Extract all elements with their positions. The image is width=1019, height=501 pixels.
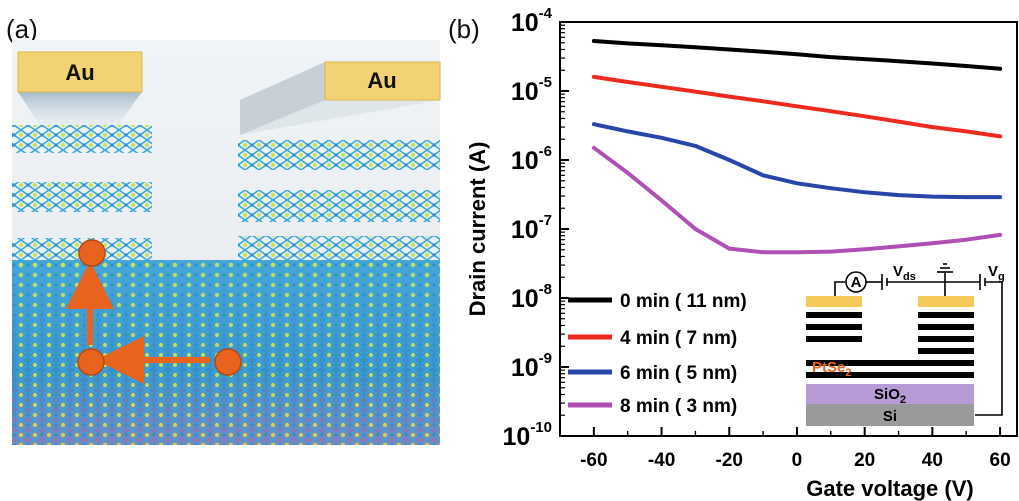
- y-tick-label: 10-8: [511, 281, 552, 313]
- x-tick-label: 0: [792, 450, 803, 471]
- series-line-2: [591, 122, 1003, 200]
- panel-a-device-schematic: (a) Au Au: [6, 14, 441, 445]
- circuit-wire: [834, 281, 845, 298]
- legend-label-4-min: 4 min ( 7 nm): [620, 328, 737, 349]
- inset-contact-left: [806, 296, 862, 307]
- series-line-1: [591, 74, 1003, 139]
- x-axis-title: Gate voltage (V): [806, 476, 973, 501]
- panel-a-label: (a): [6, 14, 38, 44]
- right-layer-stack: [238, 140, 440, 266]
- y-tick-label: 10-4: [511, 5, 553, 37]
- y-tick-label: 10-7: [511, 212, 552, 244]
- vg-label: Vg: [988, 263, 1005, 283]
- inset-device-schematic: A Vds Vg: [806, 263, 1005, 426]
- x-tick-label: -20: [716, 450, 743, 471]
- legend: 0 min ( 11 nm) 4 min ( 7 nm) 6 min ( 5 n…: [568, 291, 747, 417]
- sio2-label: SiO2: [874, 386, 906, 406]
- x-tick-label: 60: [990, 450, 1011, 471]
- y-axis-title: Drain current (A): [465, 142, 490, 317]
- legend-label-6-min: 6 min ( 5 nm): [620, 363, 737, 384]
- y-tick-label: 10-9: [511, 350, 552, 382]
- series-line-3: [591, 145, 1003, 255]
- carrier-path: [66, 239, 242, 384]
- x-tick-label: -60: [580, 450, 607, 471]
- x-tick-label: 40: [922, 450, 943, 471]
- series-line-0: [591, 39, 1003, 71]
- data-series: [591, 39, 1003, 255]
- x-tick-label: 20: [854, 450, 875, 471]
- carrier-dot: [78, 239, 106, 267]
- y-tick-label: 10-10: [503, 419, 553, 451]
- inset-layer-stacks: [806, 312, 974, 378]
- sio2-layer: [806, 384, 974, 404]
- carrier-dot: [214, 348, 242, 376]
- si-label: Si: [883, 408, 897, 425]
- inset-contact-right: [918, 296, 974, 307]
- ptse2-label: PtSe2: [812, 359, 851, 379]
- left-au-label: Au: [65, 60, 94, 85]
- carrier-dot: [77, 348, 105, 376]
- vds-label: Vds: [893, 263, 916, 283]
- left-au-electrode: Au: [17, 51, 143, 125]
- legend-label-0-min: 0 min ( 11 nm): [620, 291, 747, 312]
- panel-b-label: (b): [448, 14, 480, 44]
- ammeter-label: A: [851, 274, 862, 291]
- panel-b-transfer-curves: (b) 10-4 10-5 10-6 10-7 10-8 10-9 10-10 -60 -40…: [448, 5, 1018, 501]
- y-tick-label: 10-6: [511, 143, 552, 175]
- y-tick-label: 10-5: [511, 74, 552, 106]
- right-au-label: Au: [367, 68, 396, 93]
- si-layer: [806, 404, 974, 426]
- x-axis-ticks: -60 -40 -20 0 20 40 60: [580, 427, 1011, 471]
- x-tick-label: -40: [648, 450, 675, 471]
- right-au-electrode: Au: [240, 61, 441, 135]
- legend-label-8-min: 8 min ( 3 nm): [620, 396, 737, 417]
- y-axis-ticks: 10-4 10-5 10-6 10-7 10-8 10-9 10-10: [503, 5, 569, 451]
